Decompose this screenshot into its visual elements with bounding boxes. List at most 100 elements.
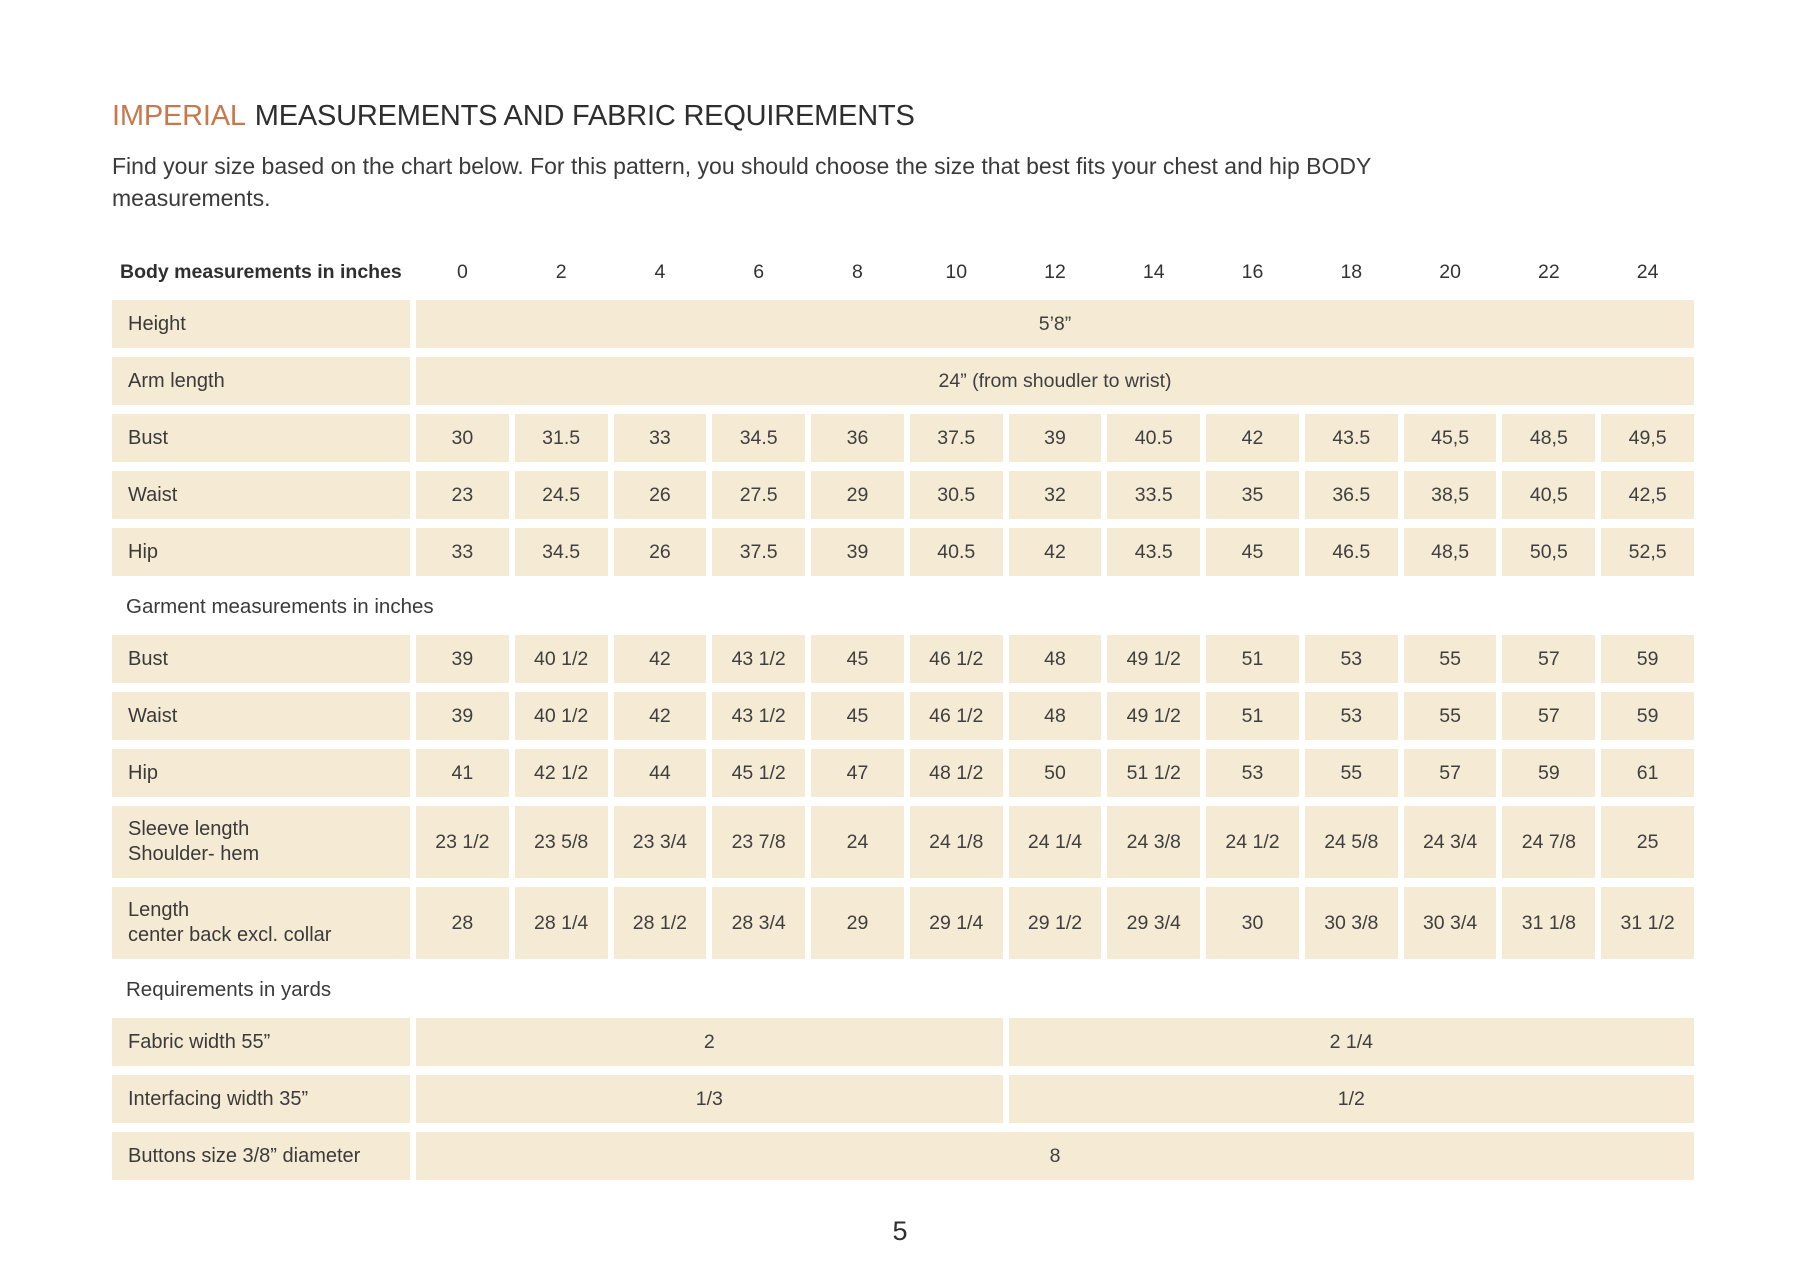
value-cell: 40 1/2 bbox=[514, 635, 608, 683]
value-cell: 39 bbox=[416, 692, 509, 740]
value-cell: 30 3/8 bbox=[1304, 887, 1398, 959]
size-header-cell: 22 bbox=[1537, 260, 1560, 283]
value-cell: 30 bbox=[416, 414, 509, 462]
size-header-cell: 24 bbox=[1636, 260, 1659, 283]
value-cell: 39 bbox=[811, 528, 904, 576]
value-cell: 37.5 bbox=[712, 528, 806, 576]
value-cell: 33.5 bbox=[1107, 471, 1201, 519]
row-label-line: Sleeve length bbox=[128, 818, 250, 840]
size-header-cell: 16 bbox=[1241, 260, 1264, 283]
value-cell: 48 1/2 bbox=[909, 749, 1003, 797]
row-label-line: Hip bbox=[128, 761, 159, 784]
value-cell: 33 bbox=[416, 528, 509, 576]
value-cell: 23 1/2 bbox=[416, 806, 509, 878]
value-cell: 40.5 bbox=[909, 528, 1003, 576]
row-label-line: Waist bbox=[128, 704, 178, 727]
value-cell: 30.5 bbox=[909, 471, 1003, 519]
section-heading: Garment measurements in inches bbox=[126, 595, 434, 618]
value-cell: 48 bbox=[1008, 635, 1102, 683]
value-cell: 24” (from shoudler to wrist) bbox=[416, 357, 1694, 405]
value-cell: 46.5 bbox=[1304, 528, 1398, 576]
row-label: Sleeve length Shoulder- hem bbox=[112, 806, 410, 878]
value-cell: 1/3 bbox=[416, 1075, 1003, 1123]
value-cell: 29 bbox=[811, 887, 904, 959]
value-cell: 24 1/4 bbox=[1008, 806, 1102, 878]
value-cell: 2 1/4 bbox=[1008, 1018, 1694, 1066]
value-cell: 46 1/2 bbox=[909, 635, 1003, 683]
table-row: Bust 39 40 1/2 42 43 1/2 45 46 1/2 48 49 1/2 51 53… bbox=[112, 635, 1694, 683]
size-header-cell: 4 bbox=[654, 260, 666, 283]
table-row: Height 5’8” bbox=[112, 300, 1694, 348]
value-cell: 43.5 bbox=[1107, 528, 1201, 576]
value-cell: 24 1/8 bbox=[909, 806, 1003, 878]
value-cell: 42 bbox=[1008, 528, 1102, 576]
value-cell: 38,5 bbox=[1403, 471, 1497, 519]
value-cell: 25 bbox=[1601, 806, 1694, 878]
value-cell: 8 bbox=[416, 1132, 1694, 1180]
row-label: Height bbox=[112, 300, 410, 348]
value-cell: 23 bbox=[416, 471, 509, 519]
value-cell: 50,5 bbox=[1502, 528, 1596, 576]
value-cell: 45 1/2 bbox=[712, 749, 806, 797]
value-cell: 43 1/2 bbox=[712, 635, 806, 683]
value-cell: 34.5 bbox=[514, 528, 608, 576]
row-label-line: center back excl. collar bbox=[128, 924, 332, 946]
table-row: Waist 23 24.5 26 27.5 29 30.5 32 33.5 35 36.5 38,5 4… bbox=[112, 471, 1694, 519]
value-cell: 23 5/8 bbox=[514, 806, 608, 878]
value-cell: 23 3/4 bbox=[613, 806, 707, 878]
row-label-line: Bust bbox=[128, 647, 169, 670]
row-label-line: Fabric width 55” bbox=[128, 1030, 271, 1053]
value-cell: 24 bbox=[811, 806, 904, 878]
table-row: Hip 33 34.5 26 37.5 39 40.5 42 43.5 45 46.5 48,5 50,… bbox=[112, 528, 1694, 576]
table-row: Buttons size 3/8” diameter 8 bbox=[112, 1132, 1694, 1180]
value-cell: 57 bbox=[1502, 692, 1596, 740]
table-row: Sleeve length Shoulder- hem 23 1/2 23 5/8 23… bbox=[112, 806, 1694, 878]
row-label: Hip bbox=[112, 749, 410, 797]
value-cell: 27.5 bbox=[712, 471, 806, 519]
table-row: Waist 39 40 1/2 42 43 1/2 45 46 1/2 48 49 1/2 51 5… bbox=[112, 692, 1694, 740]
row-label: Buttons size 3/8” diameter bbox=[112, 1132, 410, 1180]
value-cell: 59 bbox=[1601, 692, 1694, 740]
value-cell: 24 5/8 bbox=[1304, 806, 1398, 878]
value-cell: 29 1/4 bbox=[909, 887, 1003, 959]
value-cell: 24.5 bbox=[514, 471, 608, 519]
value-cell: 29 1/2 bbox=[1008, 887, 1102, 959]
value-cell: 43.5 bbox=[1304, 414, 1398, 462]
value-cell: 55 bbox=[1304, 749, 1398, 797]
size-header-cell: 12 bbox=[1044, 260, 1066, 283]
value-cell: 34.5 bbox=[712, 414, 806, 462]
value-cell: 1/2 bbox=[1008, 1075, 1694, 1123]
size-header-cell: 0 bbox=[456, 260, 468, 283]
value-cell: 24 1/2 bbox=[1206, 806, 1299, 878]
value-cell: 48,5 bbox=[1403, 528, 1497, 576]
page-subtitle: Find your size based on the chart below.… bbox=[112, 153, 1372, 211]
row-label-line: Interfacing width 35” bbox=[128, 1087, 309, 1110]
size-header-cell: 10 bbox=[945, 260, 968, 283]
value-cell: 59 bbox=[1502, 749, 1596, 797]
value-cell: 45 bbox=[811, 692, 904, 740]
row-label-line: Buttons size 3/8” diameter bbox=[128, 1144, 361, 1167]
value-cell: 31.5 bbox=[514, 414, 608, 462]
row-label-line: Arm length bbox=[128, 369, 225, 392]
value-cell: 40.5 bbox=[1107, 414, 1201, 462]
value-cell: 29 bbox=[811, 471, 904, 519]
row-label: Arm length bbox=[112, 357, 410, 405]
value-cell: 36.5 bbox=[1304, 471, 1398, 519]
value-cell: 24 3/4 bbox=[1403, 806, 1497, 878]
table-row: Interfacing width 35” 1/3 1/2 bbox=[112, 1075, 1694, 1123]
value-cell: 53 bbox=[1304, 635, 1398, 683]
row-label: Bust bbox=[112, 635, 410, 683]
value-cell: 42 bbox=[613, 635, 707, 683]
value-cell: 51 bbox=[1206, 635, 1299, 683]
value-cell: 44 bbox=[613, 749, 707, 797]
value-cell: 24 7/8 bbox=[1502, 806, 1596, 878]
value-cell: 57 bbox=[1403, 749, 1497, 797]
page-number: 5 bbox=[892, 1216, 908, 1246]
value-cell: 30 bbox=[1206, 887, 1299, 959]
value-cell: 42 bbox=[1206, 414, 1299, 462]
row-label: Interfacing width 35” bbox=[112, 1075, 410, 1123]
value-cell: 59 bbox=[1601, 635, 1694, 683]
value-cell: 37.5 bbox=[909, 414, 1003, 462]
row-label-line: Bust bbox=[128, 426, 169, 449]
